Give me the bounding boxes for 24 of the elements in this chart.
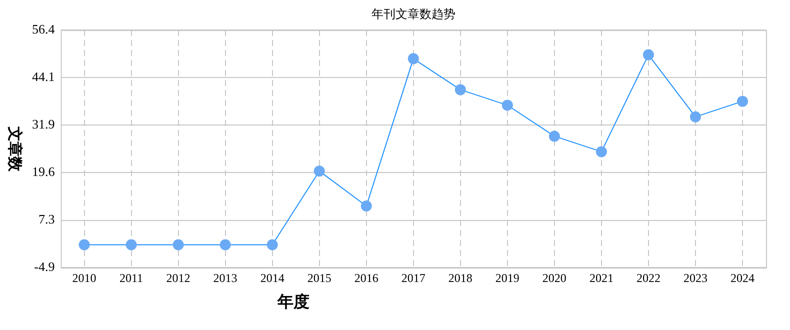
y-tick-label: -4.9 bbox=[34, 259, 55, 274]
chart-title: 年刊文章数趋势 bbox=[371, 7, 456, 22]
x-axis-title: 年度 bbox=[276, 292, 310, 312]
y-tick-label: 19.6 bbox=[32, 164, 56, 180]
x-tick-label: 2017 bbox=[401, 270, 426, 285]
x-tick-label: 2014 bbox=[260, 270, 284, 285]
x-tick-label: 2019 bbox=[495, 270, 520, 285]
x-tick-label: 2015 bbox=[307, 270, 332, 285]
x-tick-label: 2012 bbox=[166, 270, 190, 285]
x-tick-label: 2020 bbox=[542, 270, 566, 285]
x-tick-label: 2022 bbox=[636, 270, 660, 285]
y-tick-label: 7.3 bbox=[38, 212, 55, 227]
x-tick-label: 2010 bbox=[72, 270, 96, 285]
x-tick-label: 2016 bbox=[354, 270, 378, 285]
x-tick-label: 2018 bbox=[448, 270, 472, 285]
x-tick-label: 2013 bbox=[213, 270, 238, 285]
y-axis-title: 文章数 bbox=[6, 125, 24, 172]
y-tick-label: 56.4 bbox=[32, 21, 56, 36]
y-tick-label: 44.1 bbox=[32, 69, 55, 84]
y-tick-label: 31.9 bbox=[32, 116, 55, 132]
x-tick-label: 2011 bbox=[119, 270, 144, 285]
x-tick-label: 2024 bbox=[730, 270, 754, 285]
x-tick-label: 2023 bbox=[683, 270, 708, 285]
x-tick-label: 2021 bbox=[589, 270, 614, 285]
